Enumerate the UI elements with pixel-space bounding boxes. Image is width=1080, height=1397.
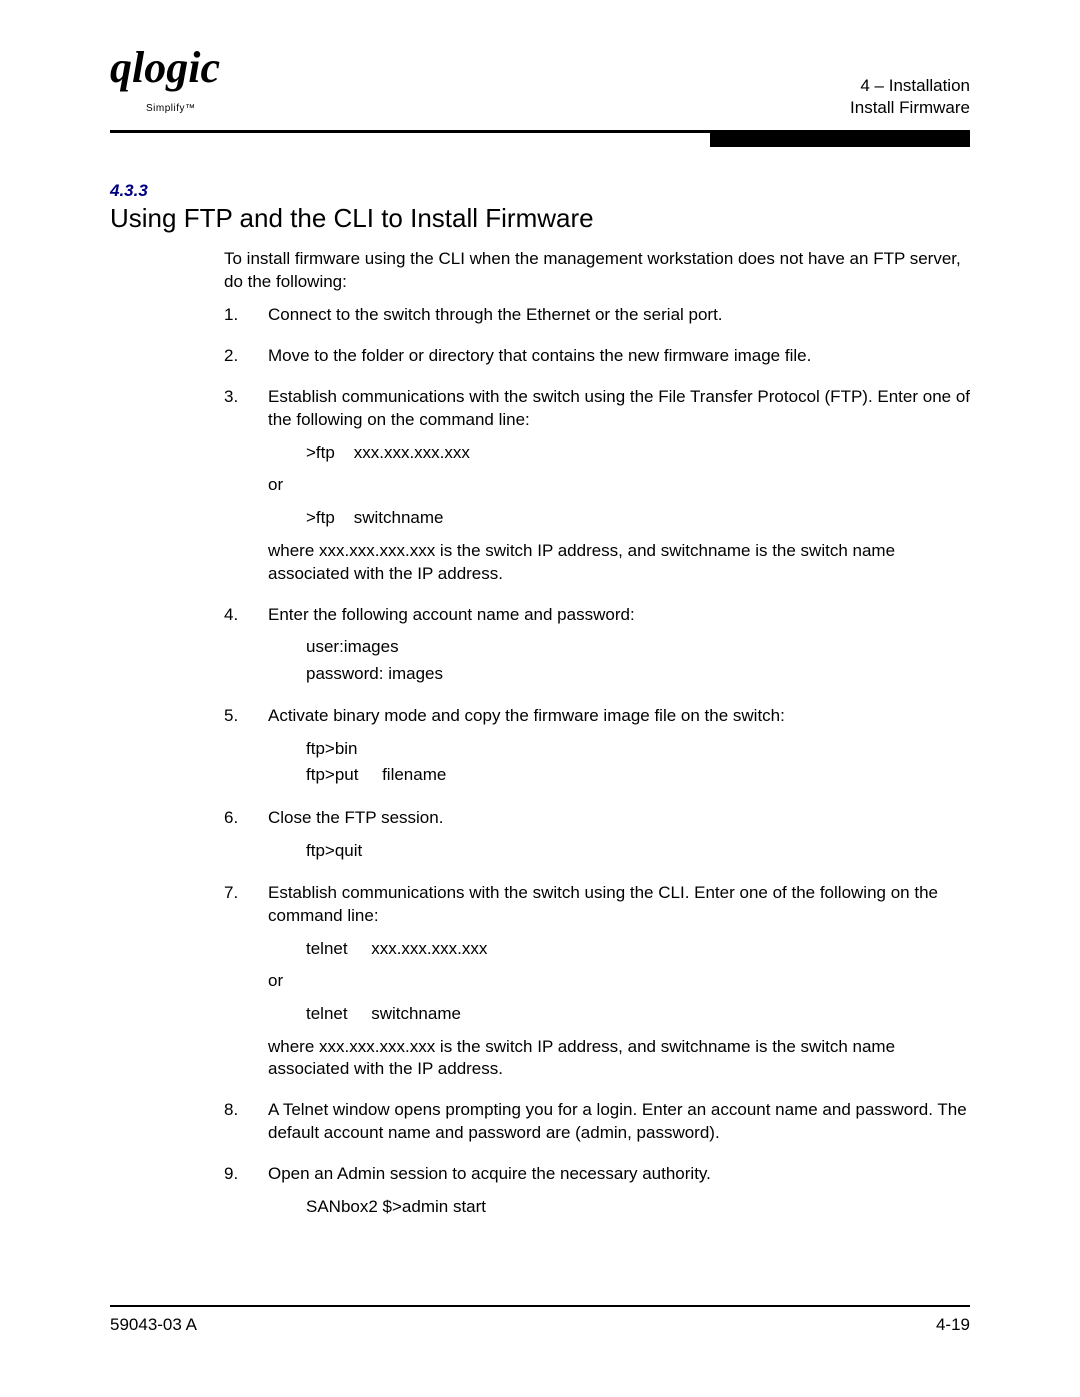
step-text: Establish communications with the switch… [268, 882, 970, 928]
page-header: qlogic Simplify™ 4 – Installation Instal… [110, 50, 970, 126]
command-line: user:images [306, 634, 970, 660]
step-body: Activate binary mode and copy the firmwa… [268, 705, 970, 797]
step-3: 3. Establish communications with the swi… [224, 386, 970, 593]
step-8: 8. A Telnet window opens prompting you f… [224, 1099, 970, 1153]
command-block: >ftp xxx.xxx.xxx.xxx [306, 440, 970, 466]
command-block: SANbox2 $>admin start [306, 1194, 970, 1220]
step-text: A Telnet window opens prompting you for … [268, 1099, 970, 1145]
step-body: Enter the following account name and pas… [268, 604, 970, 696]
section-number: 4.3.3 [110, 181, 970, 201]
step-text: Move to the folder or directory that con… [268, 345, 970, 368]
command-line: ftp>bin [306, 736, 970, 762]
step-number: 5. [224, 705, 268, 797]
step-text: Connect to the switch through the Ethern… [268, 304, 970, 327]
step-number: 8. [224, 1099, 268, 1153]
step-body: Open an Admin session to acquire the nec… [268, 1163, 970, 1228]
step-number: 6. [224, 807, 268, 872]
step-body: Connect to the switch through the Ethern… [268, 304, 970, 335]
step-number: 9. [224, 1163, 268, 1228]
header-section: Install Firmware [850, 97, 970, 120]
step-text: Enter the following account name and pas… [268, 604, 970, 627]
command-block: ftp>bin ftp>put filename [306, 736, 970, 789]
or-text: or [268, 474, 970, 497]
page: qlogic Simplify™ 4 – Installation Instal… [0, 0, 1080, 1397]
step-9: 9. Open an Admin session to acquire the … [224, 1163, 970, 1228]
command-line: SANbox2 $>admin start [306, 1194, 970, 1220]
steps-list: 1. Connect to the switch through the Eth… [224, 304, 970, 1228]
footer-row: 59043-03 A 4-19 [110, 1315, 970, 1335]
footer-rule [110, 1305, 970, 1307]
command-line: ftp>quit [306, 838, 970, 864]
command-block: user:images password: images [306, 634, 970, 687]
command-block: telnet xxx.xxx.xxx.xxx [306, 936, 970, 962]
step-number: 3. [224, 386, 268, 593]
footer-left: 59043-03 A [110, 1315, 197, 1335]
step-body: A Telnet window opens prompting you for … [268, 1099, 970, 1153]
command-line: >ftp switchname [306, 505, 970, 531]
step-after-text: where xxx.xxx.xxx.xxx is the switch IP a… [268, 540, 970, 586]
intro-paragraph: To install firmware using the CLI when t… [224, 248, 970, 294]
step-after-text: where xxx.xxx.xxx.xxx is the switch IP a… [268, 1036, 970, 1082]
command-line: password: images [306, 661, 970, 687]
step-body: Establish communications with the switch… [268, 882, 970, 1089]
command-line: ftp>put filename [306, 762, 970, 788]
step-5: 5. Activate binary mode and copy the fir… [224, 705, 970, 797]
command-block: telnet switchname [306, 1001, 970, 1027]
step-7: 7. Establish communications with the swi… [224, 882, 970, 1089]
step-body: Close the FTP session. ftp>quit [268, 807, 970, 872]
step-body: Establish communications with the switch… [268, 386, 970, 593]
logo: qlogic Simplify™ [110, 50, 220, 120]
command-block: ftp>quit [306, 838, 970, 864]
step-4: 4. Enter the following account name and … [224, 604, 970, 696]
command-line: >ftp xxx.xxx.xxx.xxx [306, 440, 970, 466]
step-2: 2. Move to the folder or directory that … [224, 345, 970, 376]
page-footer: 59043-03 A 4-19 [110, 1305, 970, 1335]
step-text: Open an Admin session to acquire the nec… [268, 1163, 970, 1186]
step-1: 1. Connect to the switch through the Eth… [224, 304, 970, 335]
step-text: Activate binary mode and copy the firmwa… [268, 705, 970, 728]
header-blackbar [710, 133, 970, 147]
step-number: 4. [224, 604, 268, 696]
step-6: 6. Close the FTP session. ftp>quit [224, 807, 970, 872]
logo-text: qlogic [110, 43, 220, 92]
header-chapter: 4 – Installation [850, 75, 970, 98]
or-text: or [268, 970, 970, 993]
section-title: Using FTP and the CLI to Install Firmwar… [110, 203, 970, 234]
content: To install firmware using the CLI when t… [224, 248, 970, 1228]
footer-right: 4-19 [936, 1315, 970, 1335]
step-text: Close the FTP session. [268, 807, 970, 830]
step-number: 7. [224, 882, 268, 1089]
logo-subtext: Simplify™ [146, 103, 196, 114]
step-number: 1. [224, 304, 268, 335]
header-right: 4 – Installation Install Firmware [850, 75, 970, 121]
step-body: Move to the folder or directory that con… [268, 345, 970, 376]
command-line: telnet switchname [306, 1001, 970, 1027]
command-line: telnet xxx.xxx.xxx.xxx [306, 936, 970, 962]
command-block: >ftp switchname [306, 505, 970, 531]
step-number: 2. [224, 345, 268, 376]
step-text: Establish communications with the switch… [268, 386, 970, 432]
